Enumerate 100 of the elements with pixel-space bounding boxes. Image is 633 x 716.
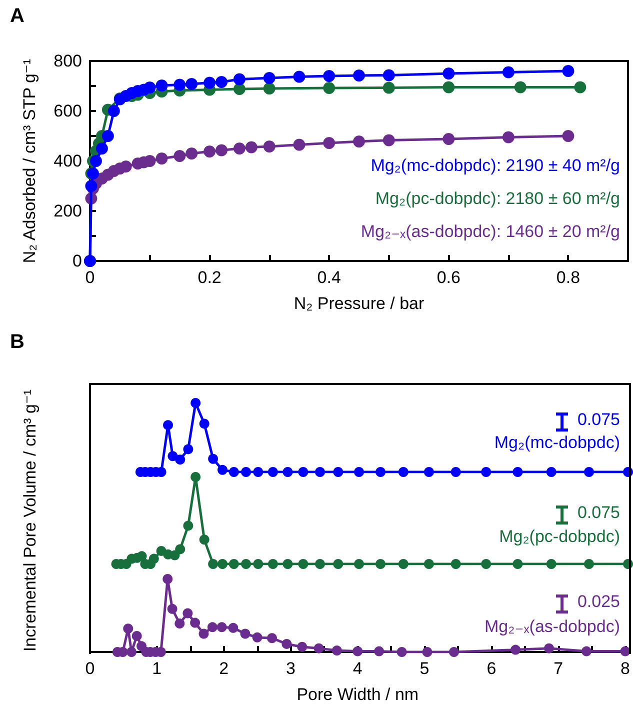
point [298,559,308,569]
point [228,467,239,477]
point [228,559,239,569]
x-axis-title: N₂ Pressure / bar [294,294,425,313]
point [323,137,336,149]
x-tick-label: 0.6 [436,268,460,287]
point [510,644,521,655]
y-tick-label: 400 [54,152,82,170]
text: Mg₂(mc-dobpdc): 2190 ± 40 m²/g [370,156,620,175]
point [382,69,395,82]
point [314,643,324,654]
point [120,160,132,172]
x-tick-label: 7 [554,659,564,678]
point [422,647,432,657]
point [156,152,168,164]
point [323,70,336,82]
point [148,554,159,564]
point [398,467,408,477]
point [546,467,556,477]
y-tick-label: 600 [54,102,82,120]
point [136,551,147,562]
point [228,622,238,633]
point [546,559,556,569]
point [216,144,228,156]
point [382,82,395,94]
point [174,150,186,162]
point [162,574,173,584]
point [268,559,278,569]
legend-label: Mg₂(pc-dobpdc) [499,527,620,546]
point [90,155,102,167]
point [156,80,168,92]
x-tick-label: 0.8 [556,268,580,287]
point [282,467,293,477]
point [298,467,308,477]
point [241,559,252,569]
x-tick-label: 0.4 [317,268,341,287]
point [514,81,526,94]
point [502,131,514,144]
x-tick-label: 1 [152,659,162,678]
annotation: 0.025 [577,592,620,611]
point [216,76,228,88]
point [108,105,120,117]
point [332,646,342,656]
point [315,559,325,569]
x-tick-label: 0.2 [198,268,222,287]
point [442,81,455,94]
point [268,467,278,477]
point [382,134,395,146]
point [297,642,308,652]
point [144,82,156,94]
x-tick-label: 8 [620,659,630,678]
point [186,148,198,160]
point [293,70,306,83]
point [584,559,594,569]
x-tick-label: 3 [286,659,296,678]
point [353,136,365,148]
point [163,420,174,430]
point [282,638,292,649]
point [512,467,523,477]
point [398,559,408,569]
point [267,633,277,644]
legend-label: Mg₂(mc-dobpdc) [494,433,620,452]
point [293,138,306,151]
point [396,647,407,657]
point [198,628,209,639]
point [241,467,252,477]
x-tick-label: 0 [85,268,95,287]
point [190,618,200,628]
point [315,467,325,477]
point [352,646,363,656]
point [217,464,228,475]
point [245,141,258,154]
y-tick-label: 200 [54,202,82,220]
point [207,622,218,632]
point [481,467,492,477]
point [581,646,592,656]
annotation: 0.075 [577,503,620,522]
point [208,559,218,569]
point [199,534,210,545]
point [442,68,455,80]
point [217,559,228,569]
point [424,559,434,569]
point [374,646,384,656]
y-tick-label: 0 [72,252,82,270]
point [168,451,178,462]
chart-title: A [10,5,24,27]
x-tick-label: 5 [420,659,430,678]
point [190,398,201,408]
point [186,78,198,90]
y-tick-label: 800 [54,52,82,70]
point [354,467,364,477]
point [354,559,364,569]
point [376,559,386,569]
point [240,628,250,639]
point [584,467,594,477]
point [167,604,178,614]
chart-title: B [10,331,24,353]
x-tick-label: 6 [486,659,496,678]
y-axis-title: Incremental Pore Volume / cm³ g⁻¹ [20,389,40,652]
point [216,622,227,632]
